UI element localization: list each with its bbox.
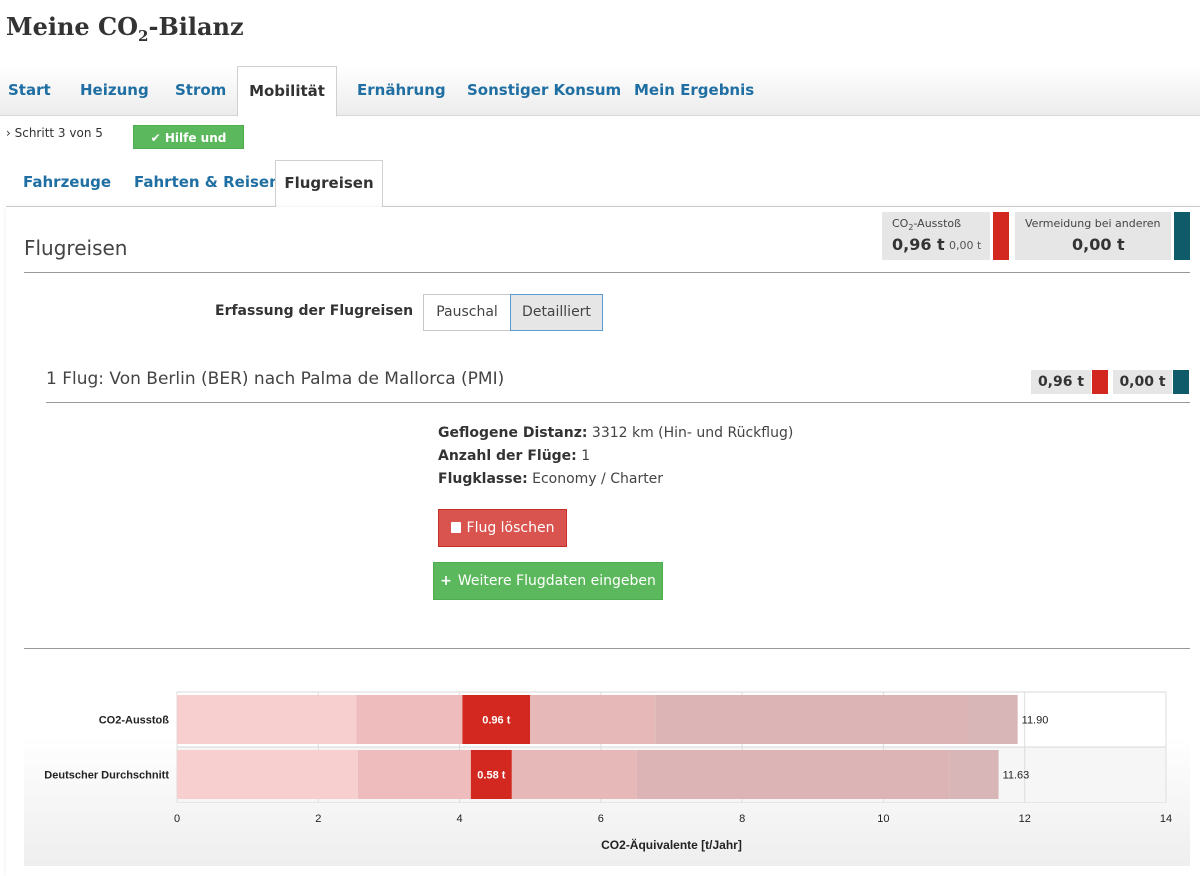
highlight-label: 0.96 t [482, 715, 510, 727]
chevron-down-icon: ✔︎ [150, 131, 161, 145]
step-indicator: › Schritt 3 von 5 [6, 126, 103, 140]
help-button-label: Hilfe und Infos [164, 131, 227, 169]
highlight-bar [470, 750, 512, 799]
stack-segment [356, 695, 463, 744]
stack-segment [177, 750, 358, 799]
tick-label: 8 [739, 813, 745, 825]
flight-avoidance-color-bar [1173, 370, 1189, 394]
sub-nav-tabs: Fahrzeuge Fahrten & Reisen Flugreisen [6, 160, 1200, 208]
delete-flight-button[interactable]: Flug löschen [438, 509, 567, 547]
category-label: CO2-Ausstoß [99, 715, 170, 727]
highlight-label: 0.58 t [477, 770, 505, 782]
page-title: Meine CO2-Bilanz [6, 12, 244, 45]
plus-icon: + [440, 573, 452, 589]
add-flight-button[interactable]: + Weitere Flugdaten eingeben [433, 562, 663, 600]
tab-mobilitaet[interactable]: Mobilität [237, 66, 337, 117]
tab-fahrzeuge[interactable]: Fahrzeuge [23, 173, 112, 191]
stack-segment [949, 750, 999, 799]
tick-label: 10 [877, 813, 889, 825]
emission-color-bar [993, 212, 1009, 260]
tab-start[interactable]: Start [8, 81, 51, 99]
tab-heizung[interactable]: Heizung [80, 81, 149, 99]
category-label: Deutscher Durchschnitt [44, 770, 169, 782]
add-flight-label: Weitere Flugdaten eingeben [457, 573, 656, 589]
flight-emission-value: 0,96 t [1031, 370, 1091, 394]
emission-stat-value: 0,96 t [892, 235, 945, 254]
emission-stat-label: CO2-Ausstoß [892, 217, 962, 233]
flight-distance: Geflogene Distanz: 3312 km (Hin- und Rüc… [438, 425, 794, 441]
stack-segment [530, 695, 656, 744]
total-label: 11.63 [1003, 770, 1030, 782]
emission-stat: CO2-Ausstoß 0,96 t 0,00 t [882, 212, 990, 260]
section-divider [24, 272, 1190, 273]
help-button[interactable]: ✔︎ Hilfe und Infos [133, 125, 244, 169]
stack-segment [636, 750, 950, 799]
flight-divider [46, 402, 1190, 403]
chart-svg: 0.96 t 11.90 CO2-Ausstoß 0.58 t 11.63 Deutsch… [44, 691, 1172, 852]
tick-label: 2 [315, 813, 321, 825]
chart-divider [24, 648, 1190, 649]
main-nav-tabs: Start Heizung Strom Mobilität Ernährung … [0, 66, 1200, 117]
stack-segment [177, 695, 357, 744]
section-title: Flugreisen [24, 236, 128, 260]
flight-title: 1 Flug: Von Berlin (BER) nach Palma de M… [46, 369, 505, 389]
emission-stat-sub: 0,00 t [949, 239, 982, 252]
capture-label: Erfassung der Flugreisen [215, 303, 414, 319]
total-label: 11.90 [1022, 715, 1049, 727]
tick-label: 0 [174, 813, 180, 825]
tab-fahrten-reisen[interactable]: Fahrten & Reisen [134, 173, 280, 191]
stack-segment [967, 695, 1018, 744]
avoidance-stat: Vermeidung bei anderen 0,00 t [1015, 212, 1171, 260]
avoidance-stat-value: 0,00 t [1072, 235, 1125, 254]
tick-label: 12 [1019, 813, 1031, 825]
stack-segment [511, 750, 637, 799]
trash-icon [450, 522, 461, 533]
stack-segment [357, 750, 471, 799]
highlight-bar [462, 695, 531, 744]
tab-flugreisen[interactable]: Flugreisen [275, 160, 383, 208]
flight-class: Flugklasse: Economy / Charter [438, 471, 664, 487]
delete-flight-label: Flug löschen [466, 520, 555, 536]
tab-ernaehrung[interactable]: Ernährung [357, 81, 446, 99]
flight-avoidance-value: 0,00 t [1113, 370, 1172, 394]
emission-comparison-chart: 0.96 t 11.90 CO2-Ausstoß 0.58 t 11.63 Deutsch… [24, 650, 1190, 866]
tick-label: 14 [1160, 813, 1172, 825]
flight-emission-color-bar [1092, 370, 1108, 394]
tab-strom[interactable]: Strom [175, 81, 227, 99]
tick-label: 6 [598, 813, 604, 825]
avoidance-color-bar [1174, 212, 1190, 260]
tab-sonstiger-konsum[interactable]: Sonstiger Konsum [467, 81, 622, 99]
tick-label: 4 [457, 813, 463, 825]
flight-count: Anzahl der Flüge: 1 [438, 448, 591, 464]
x-axis-title: CO2-Äquivalente [t/Jahr] [601, 837, 742, 852]
tab-mein-ergebnis[interactable]: Mein Ergebnis [634, 81, 755, 99]
stack-segment [655, 695, 968, 744]
avoidance-stat-label: Vermeidung bei anderen [1025, 217, 1161, 230]
detailliert-toggle[interactable]: Detailliert [510, 294, 603, 331]
pauschal-toggle[interactable]: Pauschal [423, 294, 511, 331]
